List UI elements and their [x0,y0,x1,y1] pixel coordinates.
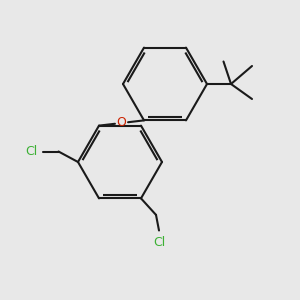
Text: Cl: Cl [153,236,165,249]
Text: O: O [117,116,126,130]
Text: Cl: Cl [25,145,38,158]
